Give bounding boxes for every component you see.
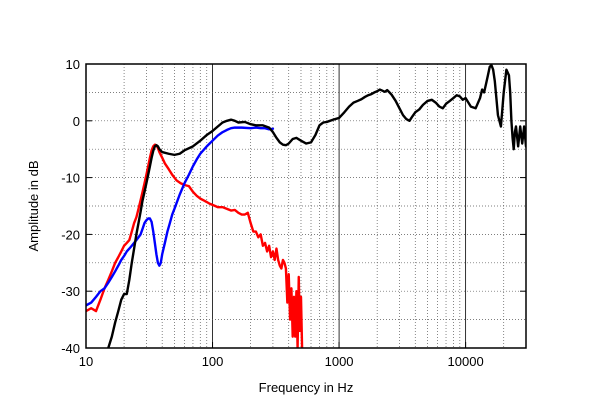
- y-tick-label: -10: [61, 171, 80, 186]
- plot-frame: [85, 63, 527, 349]
- x-tick-label: 10000: [448, 354, 484, 369]
- series-line-1: [86, 143, 304, 348]
- y-tick-label: -20: [61, 227, 80, 242]
- x-tick-labels: 10 100 1000 10000: [79, 354, 484, 369]
- x-tick-label: 10: [79, 354, 93, 369]
- y-tick-label: -30: [61, 284, 80, 299]
- y-tick-label: -40: [61, 341, 80, 356]
- series-line-2: [86, 126, 275, 307]
- grid: [86, 64, 526, 348]
- x-axis-label: Frequency in Hz: [259, 380, 354, 395]
- y-tick-labels: 10 0 -10 -20 -30 -40: [61, 57, 80, 356]
- plot-area: [86, 64, 526, 348]
- ticks: [85, 63, 526, 349]
- y-tick-label: 10: [66, 57, 80, 72]
- series-layer: [86, 64, 526, 348]
- y-axis-label: Amplitude in dB: [26, 160, 41, 251]
- y-tick-label: 0: [73, 114, 80, 129]
- x-tick-label: 1000: [325, 354, 354, 369]
- x-tick-label: 100: [202, 354, 224, 369]
- series-line-3: [107, 64, 526, 348]
